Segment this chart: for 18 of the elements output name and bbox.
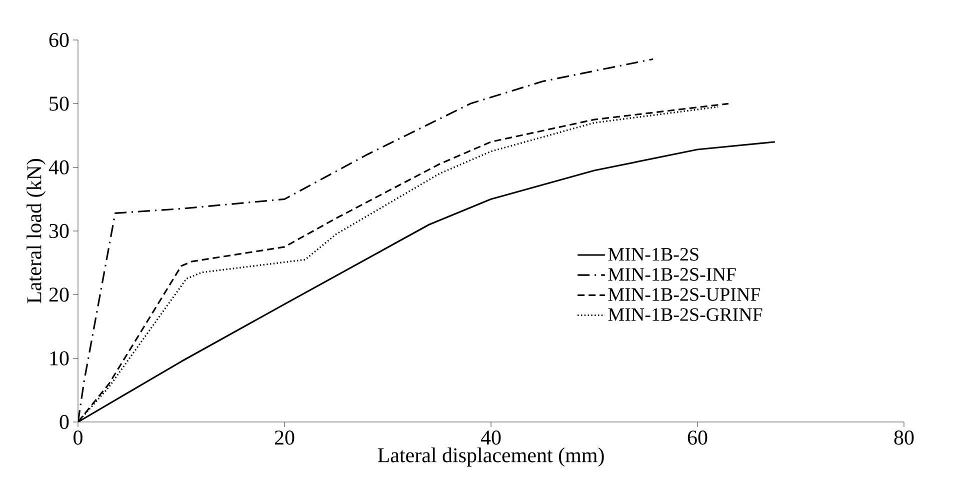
y-tick-label: 30 <box>49 224 69 238</box>
x-tick-label: 60 <box>688 430 708 445</box>
y-tick-label: 0 <box>60 414 69 430</box>
y-axis-title: Lateral load (kN) <box>26 159 46 304</box>
x-axis-title: Lateral displacement (mm) <box>378 448 604 467</box>
y-tick-label: 40 <box>48 160 69 174</box>
y-tick-label: 20 <box>49 288 69 302</box>
x-tick-label: 80 <box>894 430 914 445</box>
legend-label: MIN-1B-2S-UPINF <box>608 288 760 301</box>
x-tick-label: 0 <box>74 430 82 445</box>
y-tick-label: 10 <box>50 351 69 366</box>
y-tick-label: 60 <box>49 32 69 48</box>
x-tick-label: 40 <box>480 430 501 445</box>
y-tick-label: 50 <box>50 96 69 111</box>
legend-label: MIN-1B-2S-GRINF <box>608 308 762 321</box>
x-tick-label: 20 <box>274 430 294 445</box>
legend-label: MIN-1B-2S-INF <box>608 268 736 281</box>
legend-label: MIN-1B-2S <box>608 248 698 261</box>
